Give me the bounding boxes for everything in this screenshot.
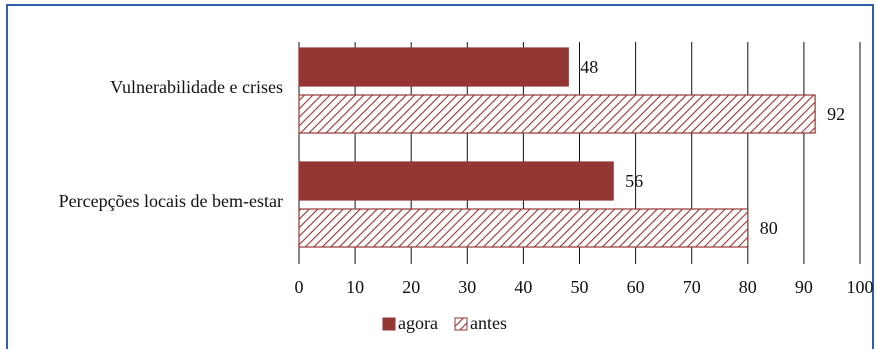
legend: agora antes [382, 313, 507, 333]
axis-layer: 0 10 20 30 40 50 60 70 80 90 100 Vulnerabilidade e … [59, 77, 874, 297]
bars-layer [298, 47, 816, 248]
category-label: Percepções locais de bem-estar [59, 191, 283, 211]
x-tick-label: 90 [795, 277, 813, 297]
labels-layer: 48 92 56 80 [580, 57, 845, 238]
data-label: 92 [827, 104, 845, 124]
legend-swatch-agora [382, 317, 396, 331]
x-tick-label: 100 [847, 277, 874, 297]
bar-antes-1 [298, 208, 749, 248]
legend-swatch-antes [454, 317, 468, 331]
legend-label: agora [398, 313, 438, 333]
bar-antes-0 [298, 94, 816, 134]
bar-agora-1 [298, 161, 614, 201]
data-label: 56 [625, 171, 643, 191]
x-tick-label: 10 [346, 277, 364, 297]
legend-label: antes [470, 313, 507, 333]
bar-agora-0 [298, 47, 569, 87]
x-tick-label: 50 [571, 277, 589, 297]
x-tick-label: 60 [627, 277, 645, 297]
x-tick-label: 30 [458, 277, 476, 297]
category-label: Vulnerabilidade e crises [110, 77, 283, 97]
x-tick-label: 80 [739, 277, 757, 297]
x-tick-label: 70 [683, 277, 701, 297]
x-tick-label: 40 [514, 277, 532, 297]
data-label: 80 [760, 218, 778, 238]
x-tick-label: 0 [295, 277, 304, 297]
x-tick-label: 20 [402, 277, 420, 297]
data-label: 48 [580, 57, 598, 77]
